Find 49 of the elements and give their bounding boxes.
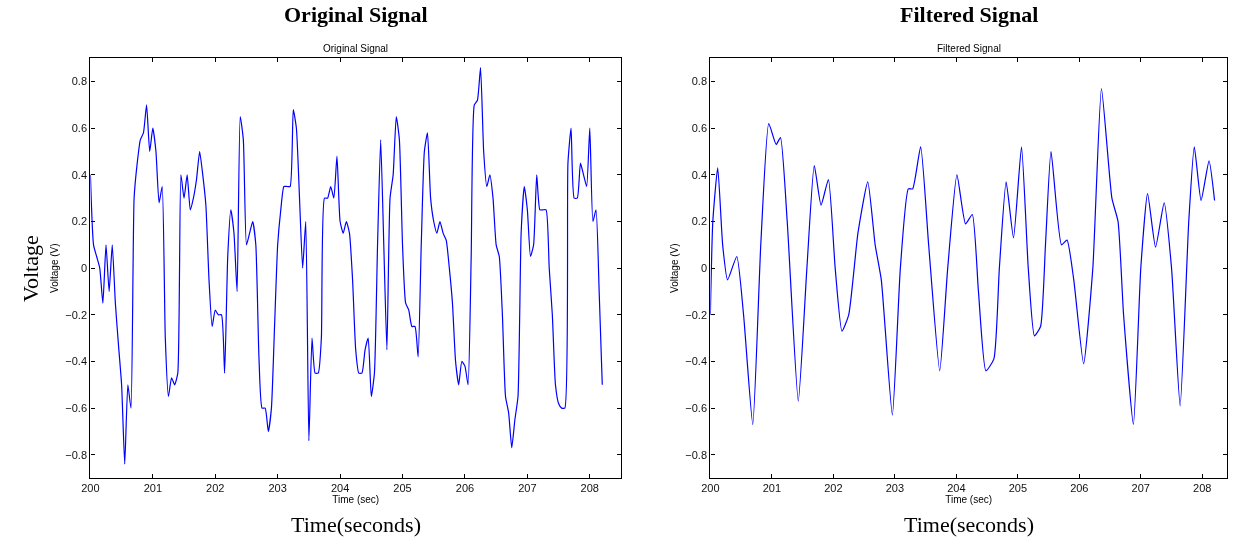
chart-subtitle: Original Signal <box>323 43 389 54</box>
y-tick-label: −0.8 <box>65 448 88 461</box>
text: Voltage <box>17 235 43 303</box>
y-tick-label: 0.4 <box>71 168 88 181</box>
x-tick-label: 208 <box>1193 482 1212 495</box>
x-tick-label: 204 <box>330 482 350 495</box>
x-tick-label: 206 <box>455 482 475 495</box>
x-tick-label: 207 <box>1131 482 1150 495</box>
text: Time(seconds) <box>904 512 1034 537</box>
line-series <box>90 66 603 465</box>
x-axis-title: Time (sec) <box>332 494 380 506</box>
y-tick-label: −0.2 <box>685 308 707 321</box>
x-tick-label: 200 <box>701 482 720 495</box>
y-tick-label: 0.6 <box>71 122 88 135</box>
y-tick-label: 0.2 <box>71 215 88 228</box>
y-tick-label: 0 <box>700 262 707 274</box>
y-tick-label: 0 <box>80 262 88 274</box>
chart-title: Original Signal <box>284 2 428 27</box>
line-series <box>710 87 1216 426</box>
y-tick-label: −0.4 <box>685 355 707 368</box>
y-tick-label: 0.6 <box>691 122 707 135</box>
y-tick-label: 0.4 <box>691 168 707 181</box>
y-tick-label: −0.6 <box>685 401 707 414</box>
x-tick-label: 203 <box>885 482 904 495</box>
x-tick-label: 205 <box>393 482 412 495</box>
y-tick-label: −0.6 <box>65 401 88 414</box>
y-tick-label: −0.8 <box>685 448 707 461</box>
y-tick-label: −0.4 <box>65 355 88 368</box>
x-tick-label: 207 <box>518 482 537 495</box>
x-tick-label: 201 <box>762 482 782 495</box>
x-tick-label: 204 <box>947 482 966 495</box>
chart-title: Filtered Signal <box>900 2 1039 27</box>
y-tick-label: 0.2 <box>691 215 707 228</box>
chart-subtitle: Filtered Signal <box>937 43 1001 54</box>
x-tick-label: 201 <box>143 482 162 495</box>
y-axis-title: Voltage (V) <box>669 243 681 293</box>
y-tick-label: −0.2 <box>65 308 88 321</box>
y-axis-title: Voltage (V) <box>49 243 61 293</box>
x-tick-label: 200 <box>81 482 100 495</box>
text: Time(seconds) <box>291 512 421 537</box>
x-tick-label: 202 <box>824 482 843 495</box>
x-tick-label: 205 <box>1008 482 1027 495</box>
y-tick-label: 0.8 <box>71 75 88 88</box>
x-tick-label: 206 <box>1070 482 1089 495</box>
x-axis-title: Time (sec) <box>945 494 993 506</box>
y-tick-label: 0.8 <box>691 75 707 88</box>
x-tick-label: 208 <box>580 482 599 495</box>
x-tick-label: 202 <box>206 482 225 495</box>
x-tick-label: 203 <box>268 482 287 495</box>
